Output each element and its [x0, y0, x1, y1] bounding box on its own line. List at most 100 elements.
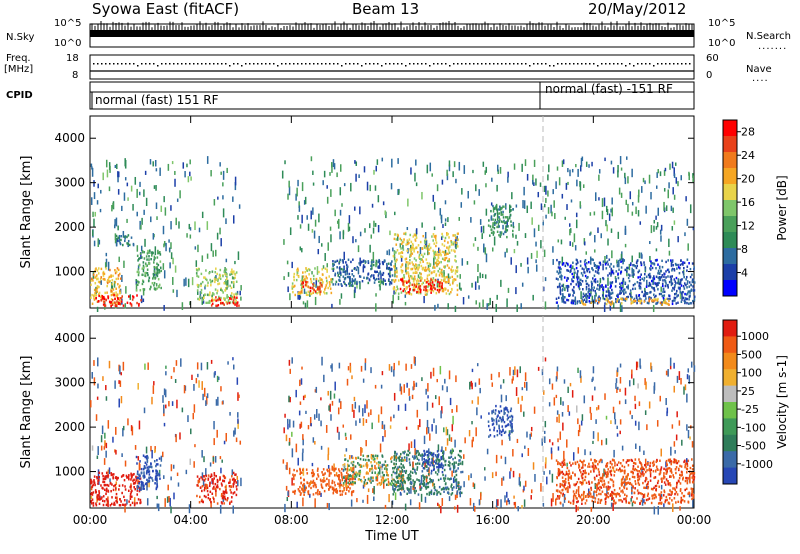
heatmap-cell — [230, 296, 232, 299]
heatmap-cell — [211, 302, 214, 306]
heatmap-cell — [312, 471, 315, 474]
heatmap-cell — [572, 291, 575, 294]
heatmap-cell — [449, 276, 451, 279]
heatmap-cell — [288, 359, 291, 366]
heatmap-cell — [208, 271, 210, 275]
heatmap-cell — [141, 481, 143, 484]
heatmap-cell — [560, 397, 562, 405]
heatmap-cell — [447, 259, 449, 263]
heatmap-cell — [671, 302, 674, 306]
heatmap-cell — [217, 278, 219, 281]
heatmap-cell — [587, 284, 590, 287]
heatmap-cell — [359, 472, 361, 475]
heatmap-cell — [524, 159, 527, 167]
heatmap-cell — [148, 473, 151, 476]
heatmap-cell — [432, 290, 435, 293]
heatmap-cell — [326, 263, 329, 268]
freq-dot — [193, 63, 195, 65]
heatmap-cell — [367, 261, 370, 265]
heatmap-cell — [579, 181, 582, 191]
heatmap-cell — [223, 490, 226, 494]
heatmap-cell — [315, 485, 317, 489]
heatmap-cell — [116, 496, 118, 504]
heatmap-cell — [642, 294, 645, 298]
heatmap-cell — [531, 217, 533, 225]
heatmap-cell — [405, 363, 407, 371]
heatmap-cell — [138, 482, 140, 485]
heatmap-cell — [156, 474, 159, 477]
heatmap-cell — [617, 295, 619, 299]
heatmap-cell — [109, 268, 111, 272]
heatmap-cell — [153, 381, 155, 386]
heatmap-cell — [688, 173, 690, 181]
heatmap-cell — [230, 491, 232, 494]
heatmap-cell — [211, 279, 214, 283]
heatmap-cell — [615, 493, 617, 498]
heatmap-cell — [216, 429, 218, 438]
heatmap-cell — [291, 282, 294, 285]
heatmap-cell — [450, 291, 452, 294]
heatmap-cell — [446, 275, 448, 279]
heatmap-cell — [381, 467, 383, 471]
heatmap-cell — [198, 480, 201, 483]
heatmap-cell — [213, 474, 216, 477]
heatmap-cell — [416, 287, 419, 290]
heatmap-cell — [204, 284, 207, 287]
heatmap-cell — [646, 279, 648, 286]
heatmap-cell — [409, 233, 412, 237]
heatmap-cell — [687, 429, 690, 439]
heatmap-cell — [451, 424, 454, 432]
heatmap-cell — [284, 160, 286, 165]
heatmap-cell — [210, 170, 212, 177]
heatmap-cell — [500, 220, 503, 223]
heatmap-cell — [615, 280, 617, 283]
heatmap-cell — [149, 285, 152, 289]
heatmap-cell — [98, 502, 101, 506]
heatmap-cell — [442, 289, 445, 293]
heatmap-cell — [651, 298, 654, 302]
nsky-label: N.Sky — [6, 32, 35, 43]
heatmap-cell — [225, 287, 227, 291]
heatmap-cell — [566, 262, 569, 266]
heatmap-cell — [427, 279, 430, 283]
heatmap-cell — [116, 501, 119, 504]
heatmap-cell — [329, 172, 331, 176]
heatmap-cell — [506, 248, 508, 253]
heatmap-cell — [142, 487, 144, 490]
heatmap-cell — [217, 196, 219, 200]
heatmap-cell — [329, 226, 332, 231]
heatmap-cell — [228, 301, 231, 305]
heatmap-cell — [127, 242, 130, 246]
heatmap-cell — [232, 272, 234, 275]
heatmap-cell — [310, 156, 313, 162]
heatmap-cell — [128, 295, 130, 298]
heatmap-cell — [570, 301, 573, 304]
heatmap-cell — [235, 280, 238, 283]
heatmap-cell — [191, 277, 194, 286]
heatmap-cell — [130, 478, 132, 481]
heatmap-cell — [370, 267, 372, 271]
heatmap-cell — [561, 256, 564, 266]
heatmap-cell — [114, 219, 116, 226]
heatmap-cell — [594, 278, 597, 281]
heatmap-cell — [362, 418, 365, 426]
heatmap-cell — [443, 265, 445, 268]
y-tick-label: 1000 — [54, 265, 85, 279]
heatmap-cell — [629, 294, 632, 297]
heatmap-cell — [419, 246, 422, 255]
heatmap-cell — [136, 470, 139, 473]
heatmap-cell — [118, 298, 121, 302]
heatmap-cell — [593, 262, 596, 265]
heatmap-cell — [206, 486, 209, 490]
heatmap-cell — [439, 249, 441, 252]
heatmap-cell — [209, 291, 211, 294]
colorbar-tick-label: 8 — [741, 243, 748, 256]
heatmap-cell — [444, 446, 447, 451]
heatmap-cell — [650, 290, 652, 294]
heatmap-cell — [341, 475, 343, 479]
heatmap-cell — [326, 185, 328, 189]
heatmap-cell — [360, 260, 363, 264]
heatmap-cell — [529, 433, 531, 440]
heatmap-cell — [566, 204, 568, 210]
heatmap-cell — [616, 261, 619, 264]
